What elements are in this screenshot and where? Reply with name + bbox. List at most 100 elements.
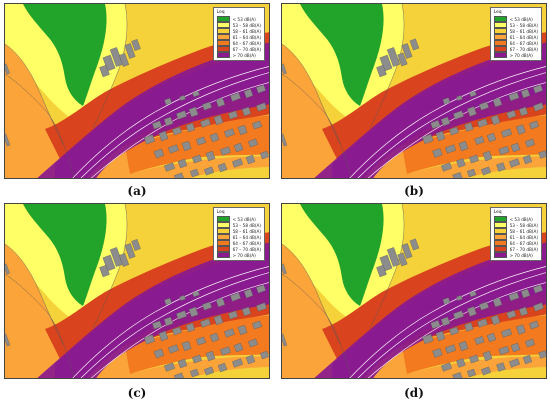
building (164, 162, 175, 172)
building (466, 368, 477, 378)
legend-entry: > 70 dB(A) (493, 252, 538, 259)
building (469, 90, 477, 98)
building (458, 140, 469, 152)
building (479, 301, 489, 311)
building (185, 322, 196, 333)
building (192, 90, 200, 98)
building (486, 332, 497, 343)
building (172, 326, 182, 336)
legend-entry: 61 – 64 dB(A) (216, 234, 261, 241)
road-line (357, 272, 546, 378)
legend-label: > 70 dB(A) (509, 52, 533, 58)
building (217, 162, 228, 173)
building (409, 38, 420, 51)
legend-entry: 64 – 67 dB(A) (216, 240, 261, 247)
building (282, 133, 288, 147)
contour-line (282, 43, 341, 145)
building (479, 101, 489, 111)
legend-label: 64 – 67 dB(A) (232, 240, 261, 246)
legend-swatch (216, 34, 230, 41)
building (209, 132, 220, 143)
building (452, 372, 463, 378)
building (518, 106, 529, 117)
building (164, 297, 172, 306)
legend-entry: < 53 dB(A) (216, 216, 261, 223)
building (102, 254, 116, 272)
building (176, 110, 187, 120)
legend-entry: < 53 dB(A) (216, 16, 261, 23)
building (453, 110, 464, 120)
building (456, 295, 463, 301)
building (401, 43, 413, 59)
building (397, 252, 408, 267)
legend-label: 53 – 58 dB(A) (232, 22, 261, 28)
building (252, 120, 262, 130)
building (490, 314, 501, 326)
building (474, 336, 485, 345)
legend-entry: > 70 dB(A) (216, 52, 261, 59)
building (164, 97, 172, 106)
building (192, 290, 200, 298)
legend-swatch (493, 216, 507, 223)
building (131, 39, 141, 51)
building (237, 124, 248, 136)
building (477, 118, 488, 128)
building (237, 324, 248, 336)
building (445, 144, 456, 154)
building (282, 263, 287, 275)
building (177, 158, 188, 169)
building (189, 168, 200, 178)
legend-title: Leq (216, 210, 225, 215)
building (215, 97, 226, 108)
legend-label: 67 – 70 dB(A) (232, 246, 261, 252)
legend-label: 64 – 67 dB(A) (509, 40, 538, 46)
legend-entry: 53 – 58 dB(A) (493, 22, 538, 29)
noise-band (282, 244, 412, 378)
park-zone (23, 204, 107, 306)
building (486, 132, 497, 143)
legend-swatch (216, 240, 230, 247)
legend-entry: 64 – 67 dB(A) (493, 240, 538, 247)
building (215, 297, 226, 308)
building (282, 333, 288, 347)
legend-swatch (493, 40, 507, 47)
caption-a: (a) (127, 184, 147, 198)
legend-swatch (216, 252, 230, 259)
legend-label: < 53 dB(A) (509, 16, 533, 22)
building (163, 316, 174, 327)
caption-d: (d) (404, 386, 424, 400)
building (245, 354, 256, 365)
legend-label: < 53 dB(A) (232, 16, 256, 22)
building (168, 144, 179, 154)
building (481, 166, 491, 176)
legend-swatch (216, 28, 230, 35)
building (189, 368, 200, 378)
building (5, 133, 11, 147)
building (185, 122, 196, 133)
building (172, 126, 182, 136)
building (452, 172, 463, 178)
legend-entry: 58 – 61 dB(A) (493, 28, 538, 35)
building (230, 92, 241, 102)
road-zone-wide (37, 42, 269, 178)
legend-entry: 61 – 64 dB(A) (493, 234, 538, 241)
building (224, 128, 235, 138)
contour-line (5, 73, 75, 178)
building (230, 292, 241, 302)
building (467, 106, 477, 117)
building (179, 295, 186, 301)
building (168, 344, 179, 354)
map-panel-b: Leq < 53 dB(A) 53 – 58 dB(A) 58 – 61 dB(A) 6… (281, 3, 547, 179)
building (533, 284, 543, 294)
building (456, 95, 463, 101)
building (204, 366, 214, 376)
building (181, 340, 192, 352)
noise-map-c (5, 204, 269, 378)
legend-label: 58 – 61 dB(A) (232, 28, 261, 34)
building (213, 114, 224, 126)
road-line (80, 272, 269, 378)
building (501, 128, 512, 138)
building (5, 63, 10, 75)
legend-swatch (216, 234, 230, 241)
legend-swatch (493, 228, 507, 235)
